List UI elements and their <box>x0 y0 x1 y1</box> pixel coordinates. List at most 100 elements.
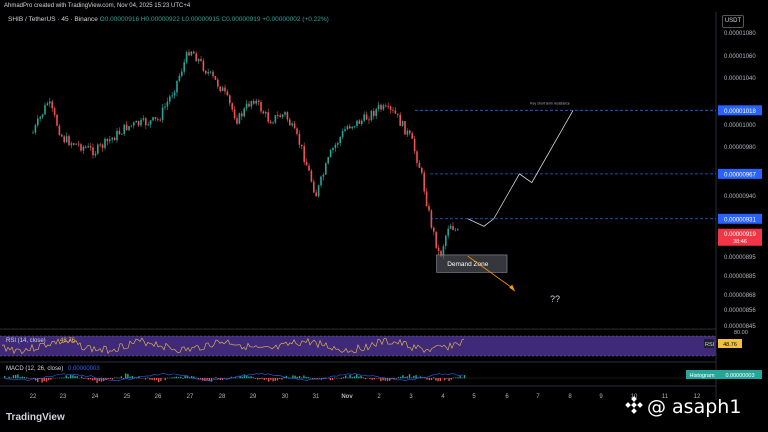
candle-body <box>157 118 159 120</box>
macd-histogram-bar <box>226 378 228 379</box>
macd-histogram-bar <box>369 378 371 379</box>
candle-body <box>99 144 101 146</box>
macd-histogram-bar <box>263 378 265 381</box>
macd-histogram-bar <box>105 378 107 380</box>
candle-body <box>214 76 217 80</box>
macd-histogram-bar <box>94 378 96 381</box>
macd-histogram-bar <box>406 376 408 379</box>
macd-histogram-bar <box>380 378 382 382</box>
price-tick-label: 0.00000980 <box>724 145 756 151</box>
candle-body <box>125 124 128 131</box>
candle-body <box>46 103 49 106</box>
candle-body <box>361 120 363 124</box>
price-tick-label: 0.00001060 <box>724 54 756 60</box>
macd-histogram-bar <box>191 376 193 379</box>
candle-body <box>111 137 113 140</box>
macd-histogram-bar <box>281 378 283 380</box>
candle-body <box>41 114 44 117</box>
macd-histogram-bar <box>349 374 351 379</box>
macd-histogram-bar <box>177 377 180 379</box>
macd-histogram-bar <box>422 377 424 379</box>
macd-histogram-bar <box>426 378 428 380</box>
macd-label: MACD (12, 26, close) <box>6 366 63 372</box>
macd-histogram-bar <box>12 375 15 379</box>
macd-histogram-bar <box>118 377 120 379</box>
candle-body <box>274 115 277 123</box>
macd-histogram-bar <box>131 375 133 379</box>
candle-body <box>272 122 274 124</box>
macd-histogram-bar <box>30 378 32 379</box>
candle-body <box>262 111 265 114</box>
candle-body <box>200 58 202 61</box>
candle-body <box>358 120 361 124</box>
candle-body <box>231 103 233 110</box>
candle-body <box>293 123 296 129</box>
macd-histogram-bar <box>76 376 78 379</box>
macd-histogram-bar <box>448 378 450 381</box>
candle-body <box>310 170 313 182</box>
macd-histogram-bar <box>351 376 353 379</box>
macd-histogram-bar <box>155 378 158 381</box>
macd-histogram-bar <box>239 375 241 379</box>
macd-histogram-bar <box>83 378 85 379</box>
macd-histogram-bar <box>241 376 243 379</box>
current-price-label: 0.00000919 <box>724 232 756 238</box>
tradingview-brand: TradingView <box>6 412 65 423</box>
candle-body <box>349 126 351 129</box>
candle-body <box>392 109 394 111</box>
price-tick-label: 0.00000940 <box>724 194 756 200</box>
macd-histogram-bar <box>206 378 208 381</box>
candle-body <box>188 52 190 56</box>
macd-line <box>3 372 464 382</box>
macd-histogram-bar <box>252 377 254 379</box>
candle-body <box>217 79 219 87</box>
macd-histogram-bar <box>360 375 362 379</box>
candle-body <box>212 71 214 77</box>
macd-histogram-bar <box>120 376 122 379</box>
candle-body <box>301 144 303 147</box>
macd-histogram-bar <box>210 378 213 382</box>
macd-histogram-bar <box>305 376 307 379</box>
macd-histogram-bar <box>10 377 12 379</box>
price-tick-label: 0.00001080 <box>724 31 756 37</box>
macd-histogram-bar <box>362 377 364 379</box>
macd-histogram-bar <box>41 378 43 383</box>
currency-button[interactable]: USDT <box>722 15 744 28</box>
macd-histogram-bar <box>413 375 415 379</box>
candle-body <box>245 103 248 109</box>
candle-body <box>73 143 75 145</box>
macd-histogram-bar <box>316 378 318 380</box>
candle-body <box>241 113 243 117</box>
candle-body <box>49 101 51 104</box>
x-tick-label: 29 <box>250 394 257 400</box>
binance-logo-icon <box>625 396 643 417</box>
candle-body <box>243 108 245 117</box>
macd-histogram-bar <box>61 377 63 379</box>
macd-histogram-bar <box>48 378 50 381</box>
macd-histogram-bar <box>411 377 413 379</box>
macd-histogram-bar <box>463 375 466 379</box>
macd-histogram-bar <box>272 378 274 382</box>
histogram-value-bg <box>718 370 762 379</box>
current-price-tag <box>718 228 762 246</box>
macd-histogram-bar <box>81 376 83 379</box>
candle-body <box>428 206 430 211</box>
candle-body <box>82 146 85 151</box>
level-label: 0.00000967 <box>724 172 756 178</box>
macd-histogram-bar <box>353 376 356 379</box>
macd-histogram-bar <box>314 378 316 379</box>
level-label-bg <box>718 168 762 179</box>
macd-histogram-bar <box>395 378 397 379</box>
macd-histogram-bar <box>67 377 70 379</box>
candle-body <box>315 192 317 197</box>
macd-histogram-bar <box>70 374 72 379</box>
bull-scenario-path <box>467 110 574 227</box>
candle-body <box>221 87 224 92</box>
candle-body <box>75 143 77 145</box>
macd-histogram-bar <box>26 377 28 379</box>
x-tick-label: 22 <box>30 394 37 400</box>
candle-body <box>404 121 406 135</box>
candle-body <box>339 137 341 144</box>
macd-histogram-bar <box>215 377 217 379</box>
